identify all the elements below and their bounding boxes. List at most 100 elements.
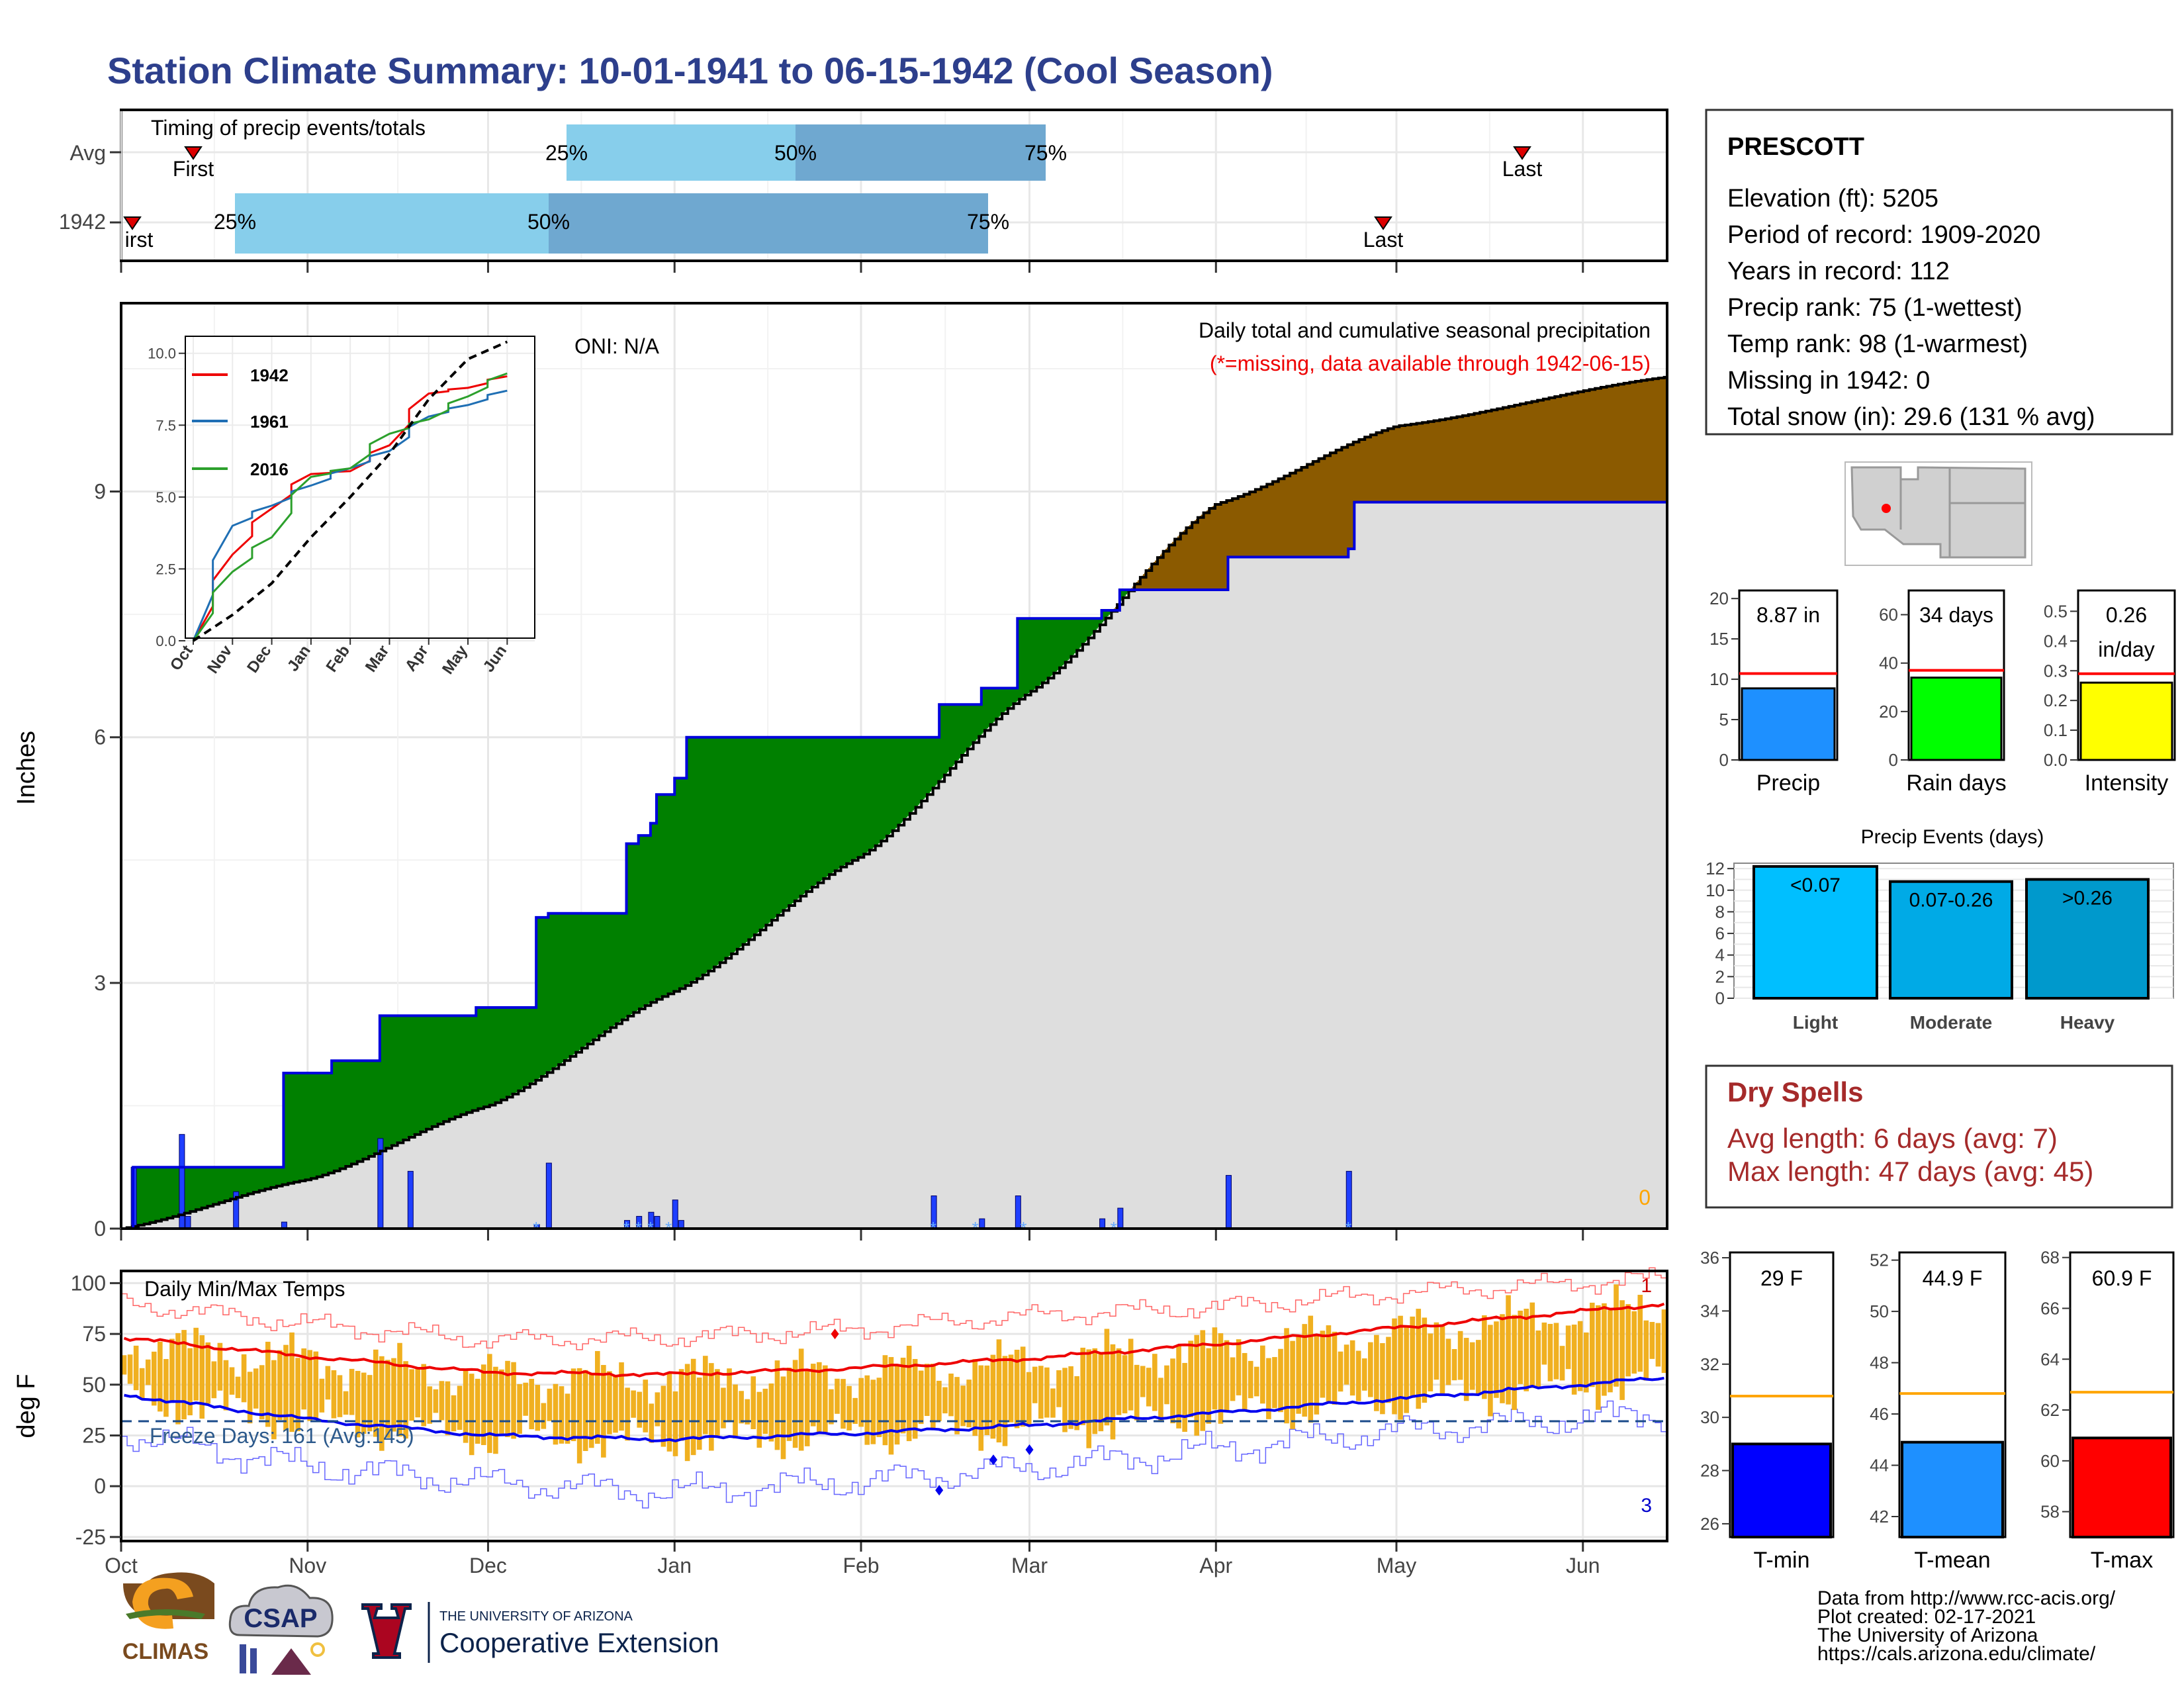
deficit-band (1175, 539, 1177, 590)
deficit-band (1629, 382, 1631, 502)
surplus-band (942, 704, 944, 778)
daily-temp-bar (439, 1381, 445, 1421)
deficit-band (1507, 406, 1509, 502)
daily-temp-bar (1608, 1310, 1613, 1393)
surplus-band (668, 794, 670, 994)
deficit-band (1401, 425, 1403, 502)
surplus-band (471, 1015, 473, 1111)
deficit-band (1353, 442, 1355, 549)
daily-temp-bar (1122, 1355, 1128, 1414)
surplus-band (235, 1167, 237, 1198)
mini-value-0: 8.87 in (1756, 603, 1820, 627)
daily-temp-bar (852, 1397, 858, 1425)
timing-avg-25-label: 25% (545, 141, 588, 165)
deficit-band (1435, 420, 1437, 502)
surplus-band (694, 737, 696, 980)
surplus-band (259, 1167, 261, 1191)
surplus-band (940, 704, 942, 780)
surplus-band (169, 1167, 171, 1218)
surplus-band (693, 737, 695, 982)
surplus-band (201, 1167, 203, 1209)
deficit-band (1658, 378, 1660, 502)
surplus-band (616, 913, 618, 1024)
freeze-days: Freeze Days: 161 (Avg:145) (150, 1424, 414, 1448)
deficit-band (1218, 503, 1220, 590)
daily-temp-bar (457, 1385, 463, 1430)
surplus-band (727, 737, 729, 957)
surplus-band (786, 737, 788, 909)
timing-avg-50-75 (796, 124, 1046, 181)
daily-temp-bar (1062, 1368, 1068, 1432)
inset-average-line (192, 340, 508, 642)
surplus-band (750, 737, 752, 939)
deficit-band (1523, 403, 1525, 502)
surplus-band (936, 737, 938, 784)
daily-temp-bar (1212, 1327, 1218, 1410)
deficit-band (1442, 419, 1444, 502)
surplus-band (403, 1015, 405, 1141)
mini-tick-label: 5 (1719, 710, 1729, 729)
mini-tick-label: 20 (1879, 702, 1898, 722)
surplus-band (212, 1167, 214, 1205)
surplus-band (273, 1167, 275, 1187)
surplus-band (1073, 618, 1075, 655)
surplus-band (739, 737, 741, 948)
surplus-band (927, 737, 929, 795)
events-title: Precip Events (days) (1861, 826, 2044, 848)
daily-temp-bar (187, 1348, 193, 1416)
daily-temp-bar (1553, 1323, 1559, 1380)
surplus-band (550, 913, 552, 1071)
deficit-band (1152, 563, 1154, 590)
deficit-band (1536, 400, 1538, 502)
deficit-band (1375, 433, 1377, 502)
surplus-band (190, 1167, 192, 1212)
deficit-band (1463, 415, 1465, 502)
surplus-band (195, 1167, 197, 1210)
daily-temp-bar (1146, 1368, 1152, 1407)
surplus-band (338, 1060, 340, 1170)
surplus-band (463, 1015, 465, 1114)
daily-temp-bar (271, 1360, 277, 1440)
deficit-band (1331, 452, 1333, 557)
surplus-band (768, 737, 770, 923)
daily-temp-bar (121, 1355, 127, 1375)
surplus-band (330, 1072, 332, 1172)
record-low-marker (989, 1454, 997, 1466)
deficit-band (1222, 502, 1224, 590)
daily-temp-bar (1253, 1366, 1259, 1397)
surplus-band (1032, 618, 1034, 691)
surplus-band (185, 1167, 187, 1213)
surplus-band (469, 1015, 471, 1112)
surplus-band (591, 913, 593, 1042)
surplus-band (1011, 688, 1013, 706)
daily-temp-bar (1044, 1367, 1050, 1418)
temp-y-tick-label: 100 (71, 1271, 106, 1295)
surplus-band (797, 737, 799, 899)
surplus-band (1017, 688, 1019, 701)
surplus-band (529, 1007, 531, 1085)
daily-temp-bar (451, 1395, 457, 1432)
surplus-band (1074, 618, 1076, 653)
surplus-band (349, 1060, 351, 1166)
surplus-band (780, 737, 782, 914)
surplus-band (337, 1060, 339, 1170)
deficit-band (1462, 416, 1464, 502)
deficit-band (1298, 469, 1300, 557)
surplus-band (1041, 618, 1043, 684)
deficit-band (1383, 430, 1385, 502)
daily-temp-bar (385, 1360, 390, 1438)
surplus-band (604, 913, 606, 1033)
surplus-band (325, 1072, 327, 1174)
deficit-band (1661, 377, 1662, 502)
deficit-band (1565, 394, 1567, 502)
deficit-band (1355, 441, 1357, 502)
timing-row-1942: 1942 (59, 210, 106, 234)
surplus-band (427, 1015, 429, 1129)
daily-temp-bar (1488, 1325, 1493, 1417)
surplus-band (881, 737, 883, 841)
deficit-band (1638, 381, 1640, 502)
deficit-band (1615, 385, 1617, 502)
daily-temp-bar (1308, 1315, 1314, 1423)
surplus-band (1001, 688, 1003, 714)
